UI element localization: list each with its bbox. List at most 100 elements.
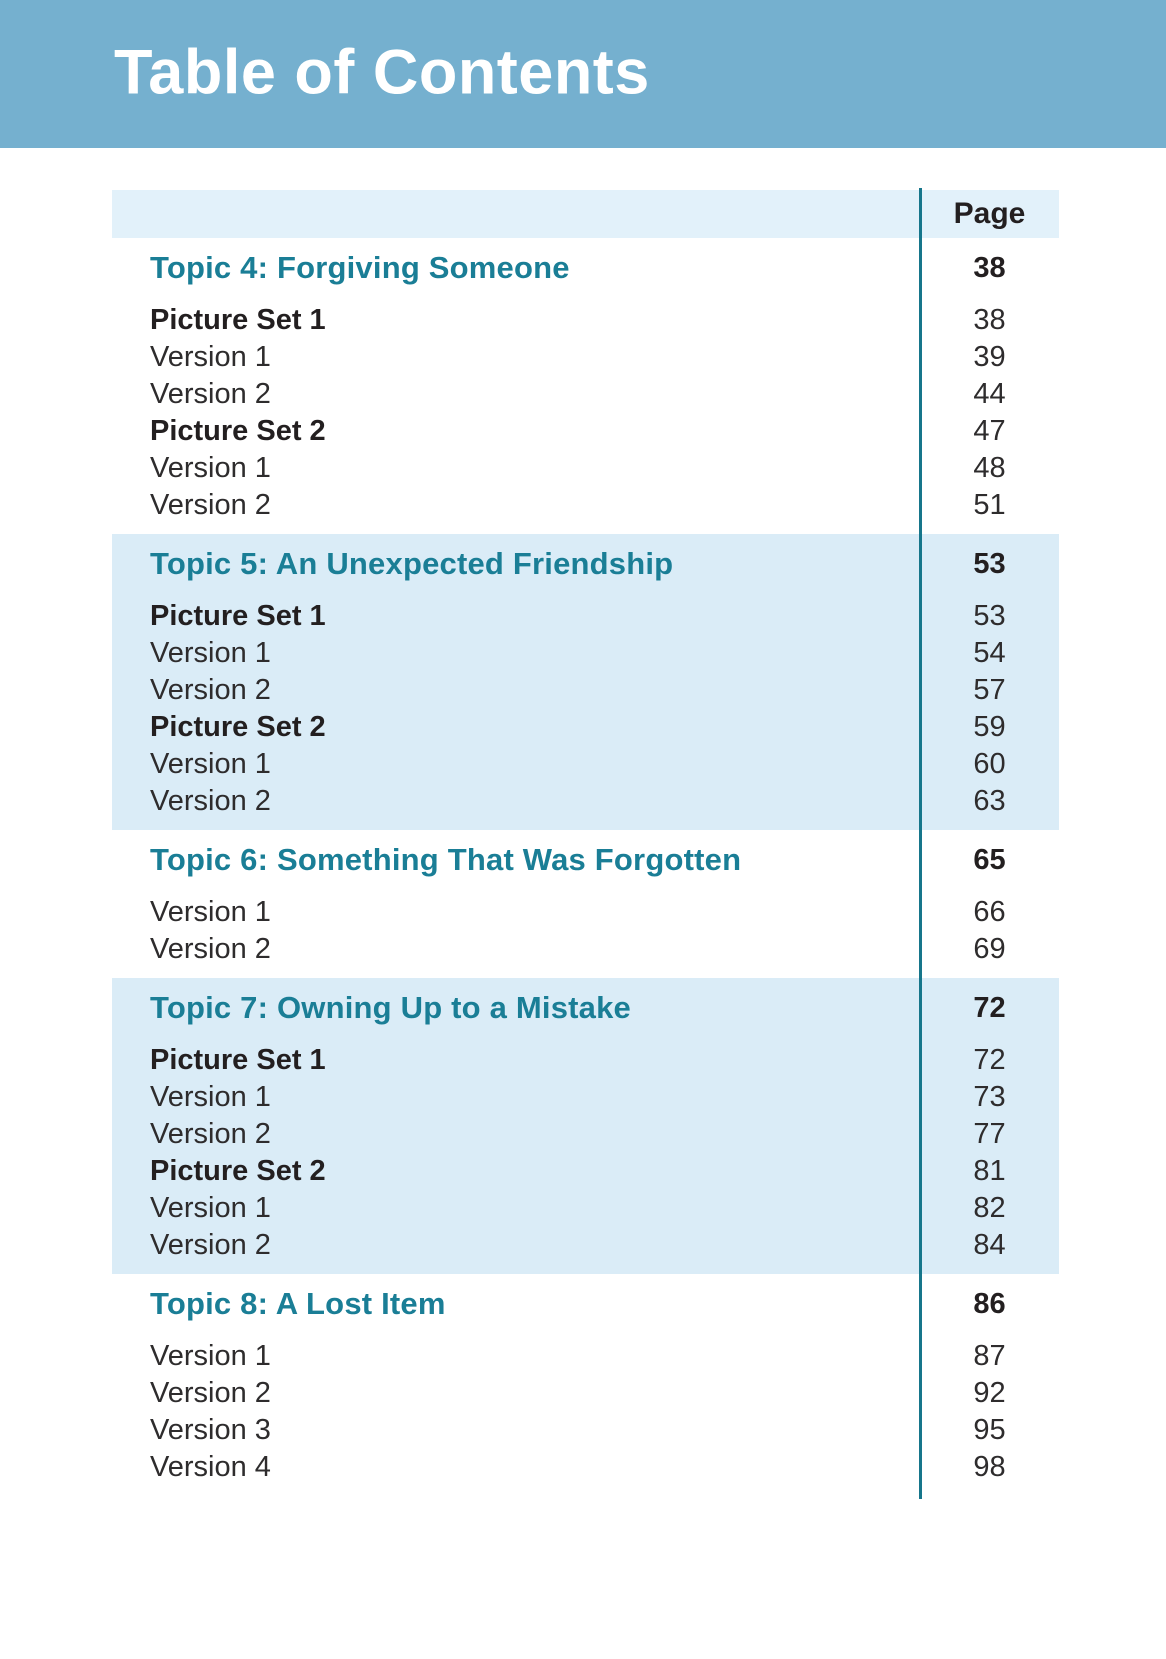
item-page-number: 98 xyxy=(973,1451,1006,1483)
page-banner: Table of Contents xyxy=(0,0,1166,148)
toc-section: Topic 7: Owning Up to a Mistake 72 Pictu… xyxy=(112,978,1059,1274)
item-page-number: 92 xyxy=(973,1377,1006,1409)
item-page-number: 59 xyxy=(973,711,1006,743)
toc-header-row: Page xyxy=(112,190,1059,238)
toc-item-row: Version 2 77 xyxy=(112,1116,1059,1153)
item-title: Version 1 xyxy=(150,452,271,484)
item-page-number: 82 xyxy=(973,1192,1006,1224)
toc-table: Page Topic 4: Forgiving Someone 38 Pictu… xyxy=(112,188,1059,1499)
item-page-number: 63 xyxy=(973,785,1006,817)
item-page-number: 84 xyxy=(973,1229,1006,1261)
item-title: Picture Set 1 xyxy=(150,304,326,336)
toc-item-row: Picture Set 1 72 xyxy=(112,1042,1059,1079)
toc-item-row: Picture Set 1 38 xyxy=(112,302,1059,339)
toc-item-row: Version 2 44 xyxy=(112,376,1059,413)
item-title: Version 2 xyxy=(150,1229,271,1261)
item-title: Picture Set 2 xyxy=(150,415,326,447)
item-title: Picture Set 2 xyxy=(150,1155,326,1187)
toc-item-row: Version 1 54 xyxy=(112,635,1059,672)
item-page-number: 95 xyxy=(973,1414,1006,1446)
toc-item-row: Version 2 57 xyxy=(112,672,1059,709)
topic-title: Topic 7: Owning Up to a Mistake xyxy=(150,990,631,1025)
item-page-number: 77 xyxy=(973,1118,1006,1150)
item-title: Version 1 xyxy=(150,1192,271,1224)
item-page-number: 48 xyxy=(973,452,1006,484)
toc-item-row: Version 2 51 xyxy=(112,487,1059,524)
toc-item-row: Version 3 95 xyxy=(112,1412,1059,1449)
toc-section: Topic 8: A Lost Item 86 Version 1 87 Ver… xyxy=(112,1274,1059,1496)
item-title: Picture Set 2 xyxy=(150,711,326,743)
item-title: Picture Set 1 xyxy=(150,1044,326,1076)
toc-item-row: Version 1 87 xyxy=(112,1338,1059,1375)
toc-item-row: Version 2 84 xyxy=(112,1227,1059,1264)
item-page-number: 60 xyxy=(973,748,1006,780)
topic-page-number: 38 xyxy=(973,251,1006,284)
toc-item-row: Version 2 92 xyxy=(112,1375,1059,1412)
toc-item-row: Version 1 66 xyxy=(112,894,1059,931)
item-title: Version 2 xyxy=(150,933,271,965)
item-page-number: 47 xyxy=(973,415,1006,447)
toc-topic-row: Topic 6: Something That Was Forgotten 65 xyxy=(112,838,1059,882)
item-page-number: 51 xyxy=(973,489,1006,521)
topic-title: Topic 5: An Unexpected Friendship xyxy=(150,546,674,581)
item-title: Version 2 xyxy=(150,1377,271,1409)
toc-item-row: Version 4 98 xyxy=(112,1449,1059,1486)
toc-item-row: Version 1 60 xyxy=(112,746,1059,783)
item-page-number: 66 xyxy=(973,896,1006,928)
toc-item-row: Picture Set 2 59 xyxy=(112,709,1059,746)
toc-sections: Topic 4: Forgiving Someone 38 Picture Se… xyxy=(112,238,1059,1496)
item-title: Version 4 xyxy=(150,1451,271,1483)
item-title: Version 1 xyxy=(150,1340,271,1372)
toc-topic-row: Topic 5: An Unexpected Friendship 53 xyxy=(112,542,1059,586)
item-page-number: 73 xyxy=(973,1081,1006,1113)
toc-item-row: Version 1 73 xyxy=(112,1079,1059,1116)
item-page-number: 87 xyxy=(973,1340,1006,1372)
toc-section: Topic 6: Something That Was Forgotten 65… xyxy=(112,830,1059,978)
item-title: Picture Set 1 xyxy=(150,600,326,632)
item-page-number: 54 xyxy=(973,637,1006,669)
item-page-number: 81 xyxy=(973,1155,1006,1187)
item-title: Version 2 xyxy=(150,1118,271,1150)
toc-item-row: Version 1 48 xyxy=(112,450,1059,487)
topic-title: Topic 8: A Lost Item xyxy=(150,1286,446,1321)
item-title: Version 1 xyxy=(150,1081,271,1113)
item-title: Version 3 xyxy=(150,1414,271,1446)
topic-page-number: 53 xyxy=(973,547,1006,580)
item-page-number: 39 xyxy=(973,341,1006,373)
toc-topic-row: Topic 7: Owning Up to a Mistake 72 xyxy=(112,986,1059,1030)
item-title: Version 2 xyxy=(150,378,271,410)
toc-item-row: Picture Set 2 47 xyxy=(112,413,1059,450)
topic-page-number: 65 xyxy=(973,843,1006,876)
item-page-number: 69 xyxy=(973,933,1006,965)
item-title: Version 2 xyxy=(150,489,271,521)
page-column-header: Page xyxy=(953,197,1026,230)
topic-page-number: 72 xyxy=(973,991,1006,1024)
item-title: Version 2 xyxy=(150,674,271,706)
item-page-number: 38 xyxy=(973,304,1006,336)
toc-item-row: Picture Set 2 81 xyxy=(112,1153,1059,1190)
item-title: Version 1 xyxy=(150,748,271,780)
toc-item-row: Version 1 82 xyxy=(112,1190,1059,1227)
topic-page-number: 86 xyxy=(973,1287,1006,1320)
toc-section: Topic 5: An Unexpected Friendship 53 Pic… xyxy=(112,534,1059,830)
page-title: Table of Contents xyxy=(114,37,650,108)
toc-item-row: Picture Set 1 53 xyxy=(112,598,1059,635)
item-page-number: 72 xyxy=(973,1044,1006,1076)
item-page-number: 57 xyxy=(973,674,1006,706)
toc-section: Topic 4: Forgiving Someone 38 Picture Se… xyxy=(112,238,1059,534)
toc-topic-row: Topic 8: A Lost Item 86 xyxy=(112,1282,1059,1326)
toc-item-row: Version 2 69 xyxy=(112,931,1059,968)
item-title: Version 1 xyxy=(150,341,271,373)
column-divider-rule xyxy=(919,188,922,1499)
item-page-number: 53 xyxy=(973,600,1006,632)
toc-topic-row: Topic 4: Forgiving Someone 38 xyxy=(112,246,1059,290)
toc-item-row: Version 1 39 xyxy=(112,339,1059,376)
topic-title: Topic 4: Forgiving Someone xyxy=(150,250,570,285)
item-page-number: 44 xyxy=(973,378,1006,410)
topic-title: Topic 6: Something That Was Forgotten xyxy=(150,842,742,877)
item-title: Version 2 xyxy=(150,785,271,817)
toc-item-row: Version 2 63 xyxy=(112,783,1059,820)
item-title: Version 1 xyxy=(150,637,271,669)
item-title: Version 1 xyxy=(150,896,271,928)
